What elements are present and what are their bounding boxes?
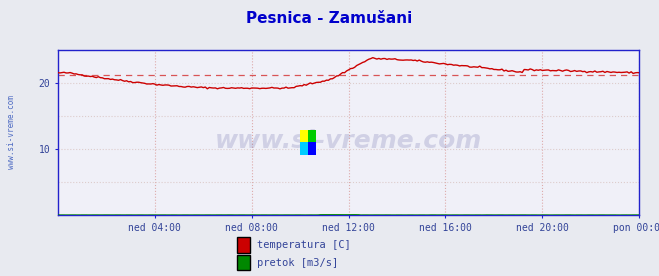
Bar [300,130,308,142]
Bar [308,130,316,142]
Bar [308,142,316,155]
Bar [300,142,308,155]
Text: pretok [m3/s]: pretok [m3/s] [257,258,338,268]
Text: www.si-vreme.com: www.si-vreme.com [7,95,16,169]
Text: www.si-vreme.com: www.si-vreme.com [215,129,482,153]
Text: temperatura [C]: temperatura [C] [257,240,351,250]
Text: Pesnica - Zamušani: Pesnica - Zamušani [246,11,413,26]
